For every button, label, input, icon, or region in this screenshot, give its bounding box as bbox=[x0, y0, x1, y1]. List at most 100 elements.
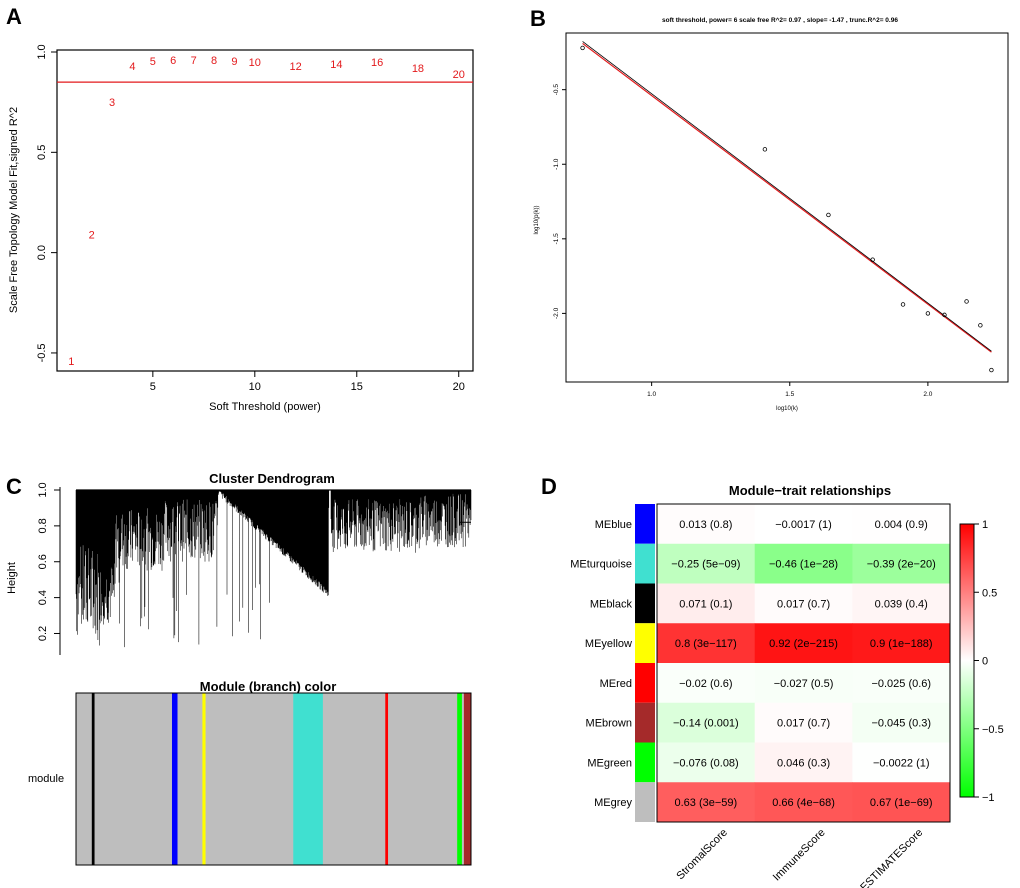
module-color-segment-blue bbox=[171, 693, 178, 865]
cell-value-label: 0.017 (0.7) bbox=[777, 598, 830, 610]
cell-value-label: 0.071 (0.1) bbox=[679, 598, 732, 610]
heatmap-cell bbox=[657, 623, 756, 664]
chart-title: soft threshold, power= 6 scale free R^2=… bbox=[662, 16, 898, 24]
cell-value-label: 0.004 (0.9) bbox=[875, 519, 928, 531]
cell-value-label: −0.14 (0.001) bbox=[673, 718, 739, 730]
y-tick-label: 0.5 bbox=[36, 145, 48, 160]
module-color-segment-black bbox=[91, 693, 95, 865]
heatmap-cell bbox=[852, 623, 951, 664]
legend-tick-label: 0.5 bbox=[982, 587, 997, 599]
dendrogram-leaves bbox=[75, 490, 472, 648]
column-label: StromalScore bbox=[674, 827, 730, 883]
heatmap-cell bbox=[657, 782, 756, 823]
module-color-swatch bbox=[635, 742, 655, 783]
cell-value-label: −0.025 (0.6) bbox=[871, 678, 931, 690]
row-label: MEturquoise bbox=[570, 559, 632, 571]
power-point-label: 7 bbox=[191, 55, 197, 67]
power-point-label: 2 bbox=[89, 230, 95, 242]
module-color-segment-brown bbox=[463, 693, 472, 865]
heatmap-cell bbox=[852, 583, 951, 624]
heatmap-frame bbox=[656, 503, 951, 823]
heatmap-cell bbox=[852, 504, 951, 545]
cell-value-label: −0.39 (2e−20) bbox=[867, 559, 936, 571]
x-tick-label: 10 bbox=[249, 381, 261, 393]
heatmap-cell bbox=[754, 623, 853, 664]
y-tick-label: -2.0 bbox=[553, 307, 560, 319]
cell-value-label: 0.9 (1e−188) bbox=[870, 638, 933, 650]
heatmap-cell bbox=[657, 663, 756, 704]
module-color-segment-grey bbox=[461, 693, 465, 865]
power-point-label: 5 bbox=[150, 56, 156, 68]
module-color-segment-grey bbox=[322, 693, 386, 865]
cell-value-label: −0.0017 (1) bbox=[775, 519, 832, 531]
power-point-label: 20 bbox=[453, 69, 465, 81]
row-label: MEred bbox=[600, 678, 632, 690]
heatmap-cell bbox=[657, 583, 756, 624]
y-axis-label: Height bbox=[6, 562, 18, 594]
heatmap-cell bbox=[754, 663, 853, 704]
heatmap-cell bbox=[754, 543, 853, 584]
cell-value-label: 0.63 (3e−59) bbox=[675, 797, 738, 809]
heatmap-cell bbox=[657, 702, 756, 743]
color-bar-frame bbox=[75, 692, 472, 866]
module-color-segment-grey bbox=[76, 693, 93, 865]
y-tick-label: 0.0 bbox=[36, 245, 48, 260]
x-tick-label: 5 bbox=[150, 381, 156, 393]
heatmap-cell bbox=[657, 543, 756, 584]
heatmap-cell bbox=[754, 504, 853, 545]
data-point bbox=[762, 147, 768, 152]
cell-value-label: −0.045 (0.3) bbox=[871, 718, 931, 730]
data-point bbox=[870, 257, 875, 262]
row-label: MEgrey bbox=[594, 797, 632, 809]
power-point-label: 10 bbox=[249, 57, 261, 69]
module-color-swatch bbox=[635, 663, 655, 703]
power-point-label: 8 bbox=[211, 55, 217, 67]
module-color-swatch bbox=[635, 543, 655, 584]
power-point-label: 1 bbox=[68, 356, 74, 368]
heatmap-cell bbox=[852, 742, 951, 783]
y-tick-label: -0.5 bbox=[36, 343, 48, 362]
cell-value-label: −0.46 (1e−28) bbox=[769, 559, 838, 571]
legend-tick-label: 0 bbox=[982, 656, 988, 668]
cell-value-label: 0.8 (3e−117) bbox=[675, 638, 737, 650]
heatmap-cell bbox=[852, 702, 951, 743]
legend-tick-label: 1 bbox=[982, 519, 988, 531]
data-point bbox=[964, 299, 969, 304]
color-scale-legend bbox=[959, 523, 975, 798]
y-axis-label: log10(p(k)) bbox=[534, 205, 540, 234]
data-point bbox=[978, 323, 983, 328]
x-tick-label: 2.0 bbox=[923, 391, 932, 398]
y-tick-label: -0.5 bbox=[553, 84, 560, 96]
data-point bbox=[942, 312, 947, 318]
module-color-segment-grey bbox=[388, 693, 458, 865]
y-tick-label: 0.8 bbox=[37, 518, 49, 533]
column-label: ESTIMATEScore bbox=[858, 827, 925, 888]
y-tick-label: 0.2 bbox=[37, 626, 49, 641]
heatmap-cell bbox=[754, 782, 853, 823]
module-color-segment-green bbox=[457, 693, 463, 865]
x-tick-label: 1.5 bbox=[785, 391, 794, 398]
column-label: ImmuneScore bbox=[771, 827, 828, 884]
panel-letter-b: B bbox=[530, 6, 546, 31]
data-point bbox=[989, 367, 994, 373]
module-color-swatch bbox=[635, 583, 655, 624]
power-point-label: 12 bbox=[289, 61, 301, 73]
dendrogram-branches bbox=[75, 489, 472, 648]
y-tick-label: 1.0 bbox=[37, 482, 49, 497]
cell-value-label: −0.027 (0.5) bbox=[774, 678, 834, 690]
y-tick-label: 0.6 bbox=[37, 554, 49, 569]
regression-line-shadow bbox=[582, 41, 992, 352]
power-point-label: 18 bbox=[412, 63, 424, 75]
cell-value-label: 0.67 (1e−69) bbox=[870, 797, 933, 809]
data-point bbox=[580, 45, 585, 51]
panel-c-cluster-dendrogram: C Cluster Dendrogram 0.2 0.4 0.6 0.8 1.0 Hei… bbox=[6, 471, 472, 866]
power-point-label: 3 bbox=[109, 97, 115, 109]
module-color-swatch bbox=[635, 782, 655, 822]
plot-frame bbox=[56, 49, 474, 372]
heatmap-cell bbox=[657, 504, 756, 545]
row-label: MEgreen bbox=[587, 757, 632, 769]
legend-tick-label: −1 bbox=[982, 792, 995, 804]
row-label: MEblack bbox=[590, 598, 633, 610]
module-color-segment-yellow bbox=[202, 693, 206, 865]
